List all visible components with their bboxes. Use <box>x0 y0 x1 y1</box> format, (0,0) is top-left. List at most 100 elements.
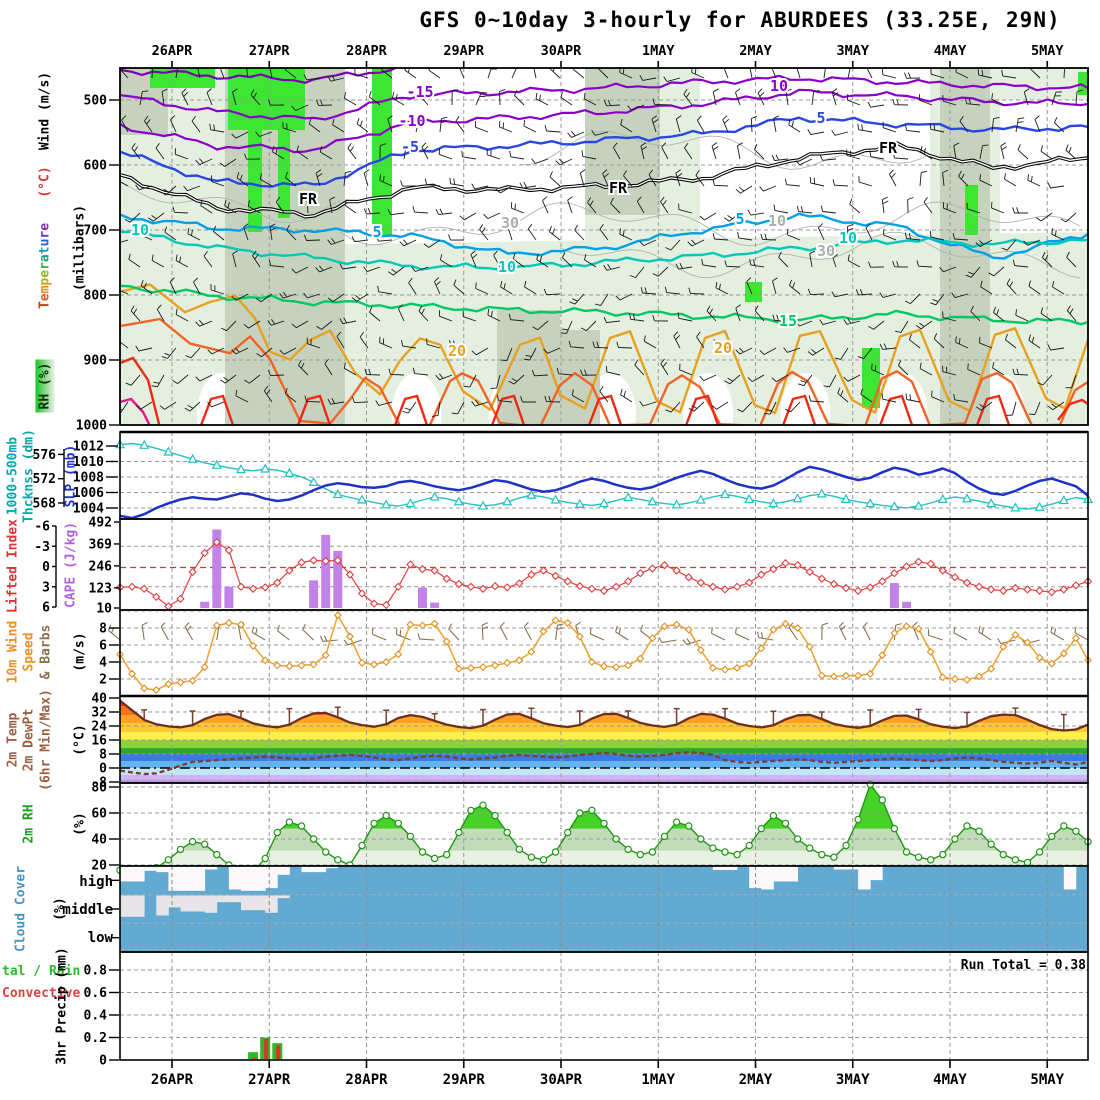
p8-precip-axis-label: 3hr Precip (mm) <box>54 947 70 1065</box>
svg-text:3MAY: 3MAY <box>836 1072 870 1088</box>
temp-dew-series <box>119 699 1089 776</box>
wind10m-barbs <box>107 621 1089 646</box>
p5-dewpt-label: 2m DewPt <box>21 708 37 772</box>
svg-text:26APR: 26APR <box>152 43 194 59</box>
p5-minmax-label: (6hr Min/Max) <box>38 689 54 791</box>
svg-text:500: 500 <box>84 94 108 109</box>
svg-text:40: 40 <box>91 692 107 707</box>
svg-text:700: 700 <box>84 224 108 239</box>
temperature-letter: a <box>37 254 53 263</box>
svg-text:0.8: 0.8 <box>84 964 108 979</box>
svg-text:2MAY: 2MAY <box>739 1072 773 1088</box>
rh-grid <box>120 783 1088 866</box>
slp-thickness-panel <box>114 432 1094 520</box>
svg-text:576: 576 <box>33 448 57 463</box>
svg-text:-3: -3 <box>34 540 50 555</box>
svg-text:30: 30 <box>817 242 835 260</box>
svg-text:5: 5 <box>735 210 744 228</box>
p3-cape-label: CAPE (J/kg) <box>63 521 79 609</box>
p8-convective-legend: Convective <box>2 986 81 1001</box>
p7-cloud-cover-label: Cloud Cover <box>13 865 29 953</box>
svg-text:572: 572 <box>33 472 56 487</box>
lifted-index-series <box>115 538 1093 611</box>
svg-text:3MAY: 3MAY <box>836 43 869 59</box>
chart-title: GFS 0~10day 3-hourly for ABURDEES (33.25… <box>419 8 1061 32</box>
svg-text:1000: 1000 <box>76 419 107 434</box>
p4-units-label: (m/s) <box>72 632 88 672</box>
p8-rain-legend: tal / Rain <box>2 964 81 979</box>
svg-text:32: 32 <box>91 706 107 721</box>
svg-text:1MAY: 1MAY <box>642 43 675 59</box>
p5-temp-label: 2m Temp <box>5 712 21 768</box>
svg-text:FR: FR <box>879 139 898 157</box>
svg-text:123: 123 <box>89 581 112 596</box>
svg-text:800: 800 <box>84 289 108 304</box>
svg-text:20: 20 <box>91 859 107 874</box>
svg-text:4MAY: 4MAY <box>933 1072 967 1088</box>
upper-air-panel <box>120 68 1088 425</box>
svg-text:60: 60 <box>91 807 107 822</box>
precip-axes: 0.8 0.6 0.4 0.2 0 26APR 27APR 28APR 29APR 30APR 1M… <box>84 951 1089 1088</box>
svg-text:3: 3 <box>42 580 50 595</box>
svg-text:4: 4 <box>99 656 107 671</box>
temp-grid <box>120 696 1088 783</box>
upper-air-wind-barbs <box>120 68 1083 417</box>
svg-text:6: 6 <box>99 639 107 654</box>
svg-text:-15: -15 <box>406 83 433 101</box>
temperature-letter: p <box>37 277 53 286</box>
minmax-whiskers <box>141 706 1067 730</box>
p2-slp-label: SLP (mb) <box>63 444 79 508</box>
svg-text:28APR: 28APR <box>346 43 388 59</box>
p7-row-high: high <box>79 874 113 890</box>
svg-text:10: 10 <box>839 229 857 247</box>
svg-text:30: 30 <box>501 214 519 232</box>
p1-degc-axis-label: (°C) <box>37 166 53 198</box>
run-total-text: Run Total = 0.38 <box>960 958 1086 973</box>
svg-text:1MAY: 1MAY <box>641 1072 675 1088</box>
wind10m-axes: 8 6 4 2 <box>99 609 1089 697</box>
svg-text:10: 10 <box>498 258 516 276</box>
p4-barbs-label: & Barbs <box>38 624 54 680</box>
svg-text:29APR: 29APR <box>443 1072 486 1088</box>
p1-temperature-axis-label: Temperature <box>38 223 53 309</box>
p6-rh-label: 2m RH <box>21 804 37 844</box>
svg-text:10: 10 <box>770 77 788 95</box>
p1-millibars-axis-label: (millibars) <box>72 204 88 292</box>
svg-text:0.2: 0.2 <box>84 1031 107 1046</box>
svg-text:1010: 1010 <box>73 455 104 470</box>
temperature-letter: e <box>37 293 53 302</box>
svg-text:10: 10 <box>768 212 786 230</box>
li-cape-panel <box>120 519 1088 610</box>
temperature-letter: e <box>37 269 53 278</box>
p6-units-label: (%) <box>72 812 88 836</box>
svg-text:FR: FR <box>299 190 318 208</box>
cloud-grid <box>120 866 1088 952</box>
svg-text:8: 8 <box>99 622 107 637</box>
svg-text:10: 10 <box>131 221 149 239</box>
svg-text:6: 6 <box>42 601 50 616</box>
wind10m-panel <box>120 610 1088 696</box>
svg-text:4MAY: 4MAY <box>934 43 967 59</box>
p7-row-middle: middle <box>62 902 113 918</box>
svg-text:24: 24 <box>91 720 107 735</box>
svg-text:28APR: 28APR <box>345 1072 388 1088</box>
p2-thickness-label-2: Thcknss (dm) <box>21 429 37 523</box>
svg-text:5: 5 <box>372 223 381 241</box>
p3-lifted-index-label: Lifted Index <box>5 519 21 613</box>
temperature-letter: e <box>37 222 53 231</box>
svg-text:-6: -6 <box>34 520 50 535</box>
p4-wind-label-2: Speed <box>21 632 37 672</box>
temperature-letter: m <box>37 285 53 294</box>
svg-text:5: 5 <box>816 109 825 127</box>
svg-text:FR: FR <box>609 179 628 197</box>
svg-text:1004: 1004 <box>73 502 104 517</box>
svg-text:27APR: 27APR <box>248 1072 291 1088</box>
upper-air-axes: 500 600 700 800 900 1000 26APR 27APR 28APR 29APR 3… <box>76 43 1089 434</box>
p7-row-low: low <box>87 930 113 946</box>
svg-text:1008: 1008 <box>73 471 104 486</box>
p2-thickness-label-1: 1000-500mb <box>5 436 21 516</box>
svg-text:0: 0 <box>42 560 50 575</box>
svg-text:0: 0 <box>99 762 107 777</box>
